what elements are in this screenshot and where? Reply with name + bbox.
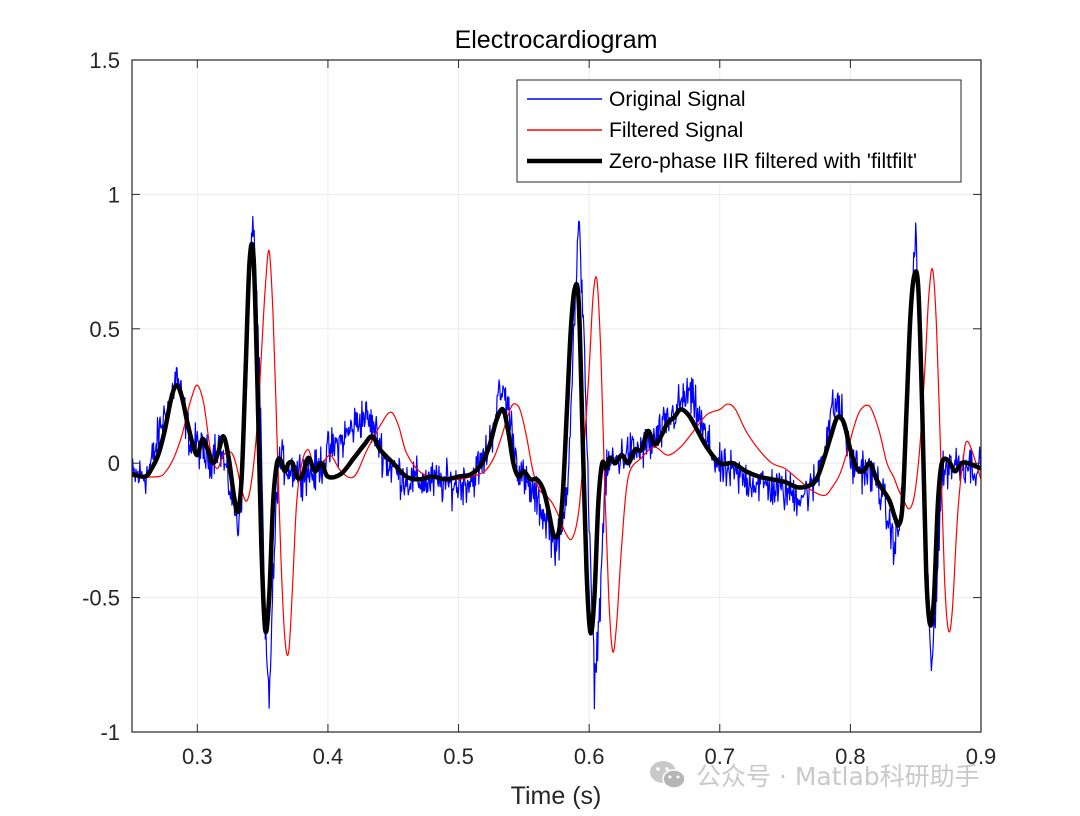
x-tick-label-1: 0.4: [313, 744, 344, 769]
series-original-signal: [132, 215, 981, 710]
x-tick-label-5: 0.8: [835, 744, 866, 769]
ticks: 0.3 0.4 0.5 0.6 0.7 0.8 0.9 -1 -0.5 0 0.5 1 1.5: [82, 48, 996, 769]
x-tick-label-0: 0.3: [182, 744, 213, 769]
series-filtfilt-signal: [132, 241, 981, 636]
series-group: [132, 215, 981, 710]
y-tick-label-1: -0.5: [82, 586, 120, 611]
y-tick-label-4: 1: [108, 182, 120, 207]
x-tick-label-3: 0.6: [574, 744, 605, 769]
x-axis-label: Time (s): [511, 782, 602, 810]
y-tick-label-3: 0.5: [89, 317, 120, 342]
chart-title: Electrocardiogram: [455, 26, 658, 54]
y-tick-label-5: 1.5: [89, 48, 120, 73]
watermark-text: 公众号 · Matlab科研助手: [696, 762, 980, 791]
legend-box: [516, 79, 962, 183]
y-tick-label-2: 0: [108, 451, 120, 476]
x-tick-label-6: 0.9: [966, 744, 997, 769]
legend-label-filtered: Filtered Signal: [609, 119, 743, 142]
legend-label-filtfilt: Zero-phase IIR filtered with 'filtfilt': [609, 150, 917, 173]
x-tick-label-4: 0.7: [704, 744, 735, 769]
watermark: 公众号 · Matlab科研助手: [648, 757, 980, 793]
x-tick-label-2: 0.5: [443, 744, 474, 769]
wechat-icon: [650, 761, 686, 789]
legend-label-original: Original Signal: [609, 88, 746, 111]
series-filtered-signal: [132, 249, 981, 656]
y-tick-label-0: -1: [100, 720, 120, 745]
plot-box: [131, 59, 982, 733]
legend: Original Signal Filtered Signal Zero-pha…: [516, 79, 962, 183]
